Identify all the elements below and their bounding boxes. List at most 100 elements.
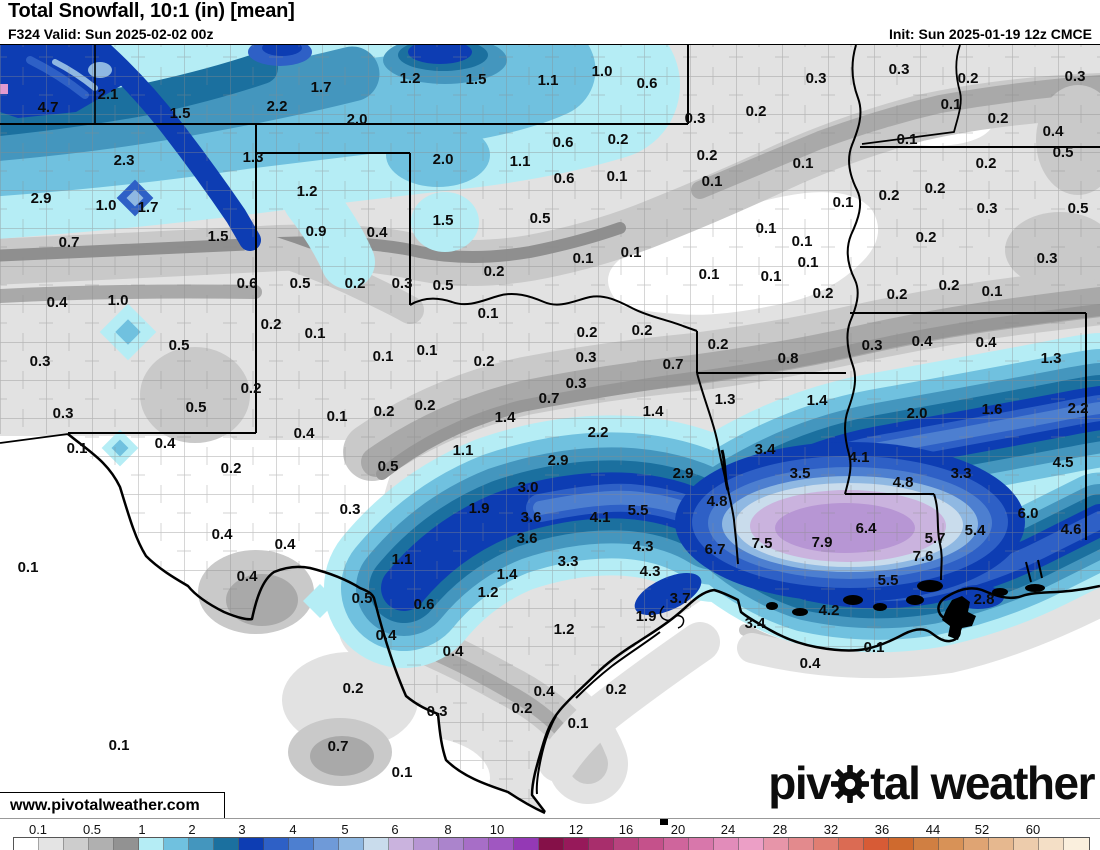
colorbar-cell xyxy=(364,838,389,850)
snowfall-value-label: 2.0 xyxy=(347,111,368,128)
snowfall-value-label: 0.6 xyxy=(414,596,435,613)
snowfall-value-label: 0.4 xyxy=(534,683,556,700)
snowfall-value-label: 3.4 xyxy=(745,615,767,632)
page-title: Total Snowfall, 10:1 (in) [mean] xyxy=(8,0,295,22)
colorbar-cell xyxy=(639,838,664,850)
colorbar-cell xyxy=(214,838,239,850)
snowfall-value-label: 0.2 xyxy=(512,700,533,717)
init-time-label: Init: Sun 2025-01-19 12z CMCE xyxy=(888,26,1092,42)
colorbar-cell xyxy=(514,838,539,850)
snowfall-value-label: 0.1 xyxy=(607,168,628,185)
snowfall-value-label: 0.2 xyxy=(708,336,729,353)
colorbar xyxy=(13,837,1090,850)
snowfall-value-label: 1.5 xyxy=(433,212,454,229)
snowfall-value-label: 1.0 xyxy=(108,292,129,309)
mississippi-river xyxy=(844,44,862,495)
snowfall-value-label: 2.2 xyxy=(267,98,288,115)
snowfall-value-label: 1.4 xyxy=(497,566,519,583)
colorbar-cell xyxy=(964,838,989,850)
snowfall-value-label: 4.6 xyxy=(1061,521,1082,538)
colorbar-tick-label: 52 xyxy=(974,822,990,837)
colorbar-tick-label: 28 xyxy=(772,822,788,837)
colorbar-tick-label: 2 xyxy=(188,822,196,837)
snowfall-value-label: 3.0 xyxy=(518,479,539,496)
snowfall-value-label: 0.4 xyxy=(237,568,259,585)
colorbar-tick-label: 0.1 xyxy=(28,822,48,837)
snowfall-value-label: 3.3 xyxy=(951,465,972,482)
snowfall-value-label: 0.4 xyxy=(155,435,177,452)
brand-logo-text-pre: piv xyxy=(768,757,831,809)
snowfall-value-label: 0.4 xyxy=(1043,123,1065,140)
snowfall-value-label: 0.2 xyxy=(415,397,436,414)
snowfall-value-label: 0.5 xyxy=(186,399,207,416)
colorbar-cell xyxy=(589,838,614,850)
colorbar-cell xyxy=(989,838,1014,850)
header-divider xyxy=(0,44,1100,45)
snowfall-value-label: 1.1 xyxy=(453,442,474,459)
snowfall-value-label: 4.7 xyxy=(38,99,59,116)
colorbar-cell xyxy=(39,838,64,850)
snowfall-value-label: 1.2 xyxy=(554,621,575,638)
snowfall-value-label: 0.2 xyxy=(916,229,937,246)
snowfall-value-label: 1.3 xyxy=(1041,350,1062,367)
colorbar-tick-label: 32 xyxy=(823,822,839,837)
snowfall-value-label: 0.4 xyxy=(367,224,389,241)
snowfall-value-label: 0.3 xyxy=(566,375,587,392)
snowfall-value-label: 2.9 xyxy=(31,190,52,207)
snowfall-value-label: 7.9 xyxy=(812,534,833,551)
colorbar-tick-label: 3 xyxy=(238,822,246,837)
snowfall-value-label: 0.1 xyxy=(305,325,326,342)
colorbar-cell xyxy=(1014,838,1039,850)
colorbar-cell xyxy=(839,838,864,850)
colorbar-cell xyxy=(464,838,489,850)
colorbar-cell xyxy=(439,838,464,850)
snowfall-value-label: 1.2 xyxy=(478,584,499,601)
colorbar-cell xyxy=(89,838,114,850)
snowfall-value-label: 0.5 xyxy=(352,590,373,607)
colorbar-tick-label: 60 xyxy=(1025,822,1041,837)
colorbar-cell xyxy=(189,838,214,850)
snowfall-value-label: 0.2 xyxy=(608,131,629,148)
colorbar-marker xyxy=(660,819,668,825)
snowfall-value-label: 1.2 xyxy=(400,70,421,87)
snowfall-value-label: 0.7 xyxy=(539,390,560,407)
snowfall-value-label: 0.9 xyxy=(306,223,327,240)
colorbar-cell xyxy=(939,838,964,850)
snowfall-value-label: 0.2 xyxy=(879,187,900,204)
colorbar-cell xyxy=(414,838,439,850)
colorbar-tick-label: 36 xyxy=(874,822,890,837)
snowfall-value-label: 0.3 xyxy=(53,405,74,422)
snowfall-value-label: 0.3 xyxy=(392,275,413,292)
colorbar-tick-label: 12 xyxy=(568,822,584,837)
state-borders xyxy=(0,44,1100,581)
snowfall-value-label: 0.3 xyxy=(862,337,883,354)
valid-time-label: F324 Valid: Sun 2025-02-02 00z xyxy=(8,26,214,42)
snowfall-value-label: 0.3 xyxy=(806,70,827,87)
snowfall-value-label: 7.6 xyxy=(913,548,934,565)
snowfall-value-label: 0.1 xyxy=(833,194,854,211)
snowfall-map: 4.7 2.1 1.5 1.7 2.2 2.0 1.2 1.5 1.1 1.0 0.6 0.3 0.3 0… xyxy=(0,10,1100,820)
header: Total Snowfall, 10:1 (in) [mean] F324 Va… xyxy=(0,0,1100,45)
snowfall-value-label: 0.5 xyxy=(378,458,399,475)
colorbar-cell xyxy=(264,838,289,850)
snowfall-value-label: 0.2 xyxy=(374,403,395,420)
snowfall-value-label: 2.0 xyxy=(907,405,928,422)
snowfall-value-label: 1.5 xyxy=(170,105,191,122)
snowfall-value-label: 0.2 xyxy=(813,285,834,302)
colorbar-cell xyxy=(614,838,639,850)
snowfall-value-label: 0.3 xyxy=(1065,68,1086,85)
snowfall-value-label: 4.3 xyxy=(633,538,654,555)
colorbar-cell xyxy=(789,838,814,850)
colorbar-cell xyxy=(1039,838,1064,850)
snowfall-value-label: 2.2 xyxy=(1068,400,1089,417)
coastal-water-features xyxy=(766,580,1045,640)
colorbar-tick-label: 5 xyxy=(341,822,349,837)
snowfall-value-label: 3.6 xyxy=(517,530,538,547)
snowfall-value-label: 0.2 xyxy=(345,275,366,292)
colorbar-cell xyxy=(914,838,939,850)
snowfall-value-label: 0.5 xyxy=(530,210,551,227)
gear-icon xyxy=(831,760,870,814)
colorbar-tick-label: 20 xyxy=(670,822,686,837)
snowfall-value-label: 6.4 xyxy=(856,520,878,537)
